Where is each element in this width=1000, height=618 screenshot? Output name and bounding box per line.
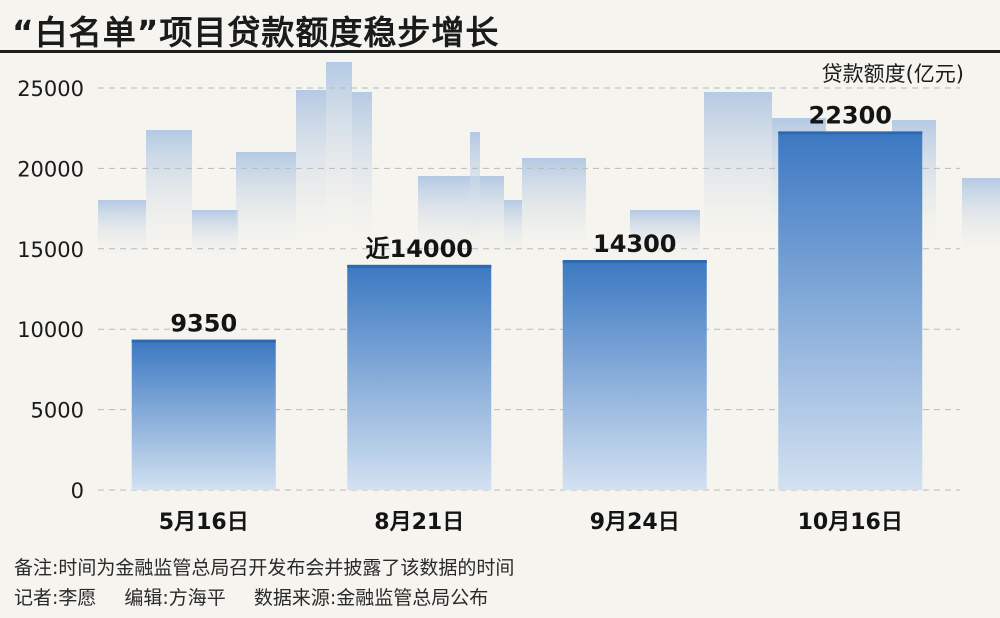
y-tick-label: 15000 bbox=[17, 238, 84, 262]
data-label: 14300 bbox=[593, 230, 677, 258]
y-tick-label: 25000 bbox=[17, 77, 84, 101]
x-tick-label: 8月21日 bbox=[374, 510, 464, 535]
y-axis-unit-label: 贷款额度(亿元) bbox=[821, 62, 964, 86]
y-tick-label: 10000 bbox=[17, 318, 84, 342]
y-tick-label: 0 bbox=[71, 479, 84, 503]
x-axis: 5月16日 8月21日 9月24日 10月16日 bbox=[159, 510, 903, 535]
bar-top-edge bbox=[131, 339, 276, 343]
bars bbox=[131, 131, 923, 490]
bar bbox=[562, 260, 707, 490]
x-tick-label: 9月24日 bbox=[590, 510, 680, 535]
data-labels: 9350 近14000 14300 22300 bbox=[170, 101, 892, 337]
footnote: 备注:时间为金融监管总局召开发布会并披露了该数据的时间 bbox=[14, 557, 515, 579]
chart-title: “白名单”项目贷款额度稳步增长 bbox=[12, 13, 500, 52]
bar bbox=[131, 339, 276, 490]
x-tick-label: 10月16日 bbox=[798, 510, 903, 535]
bar bbox=[347, 264, 492, 490]
bar-top-edge bbox=[562, 260, 707, 264]
source-credit: 数据来源:金融监管总局公布 bbox=[253, 587, 489, 609]
title-underline bbox=[0, 50, 1000, 53]
bar-top-edge bbox=[778, 131, 923, 135]
bar bbox=[778, 131, 923, 490]
y-tick-label: 20000 bbox=[17, 157, 84, 181]
data-label: 22300 bbox=[809, 101, 893, 129]
data-label: 近14000 bbox=[366, 235, 474, 263]
bar-top-edge bbox=[347, 264, 492, 268]
editor-credit: 编辑:方海平 bbox=[124, 587, 226, 609]
data-label: 9350 bbox=[170, 310, 237, 338]
reporter-credit: 记者:李愿 bbox=[14, 587, 97, 609]
credits-line: 记者:李愿 编辑:方海平 数据来源:金融监管总局公布 bbox=[14, 583, 488, 610]
y-axis: 0 5000 10000 15000 20000 25000 bbox=[17, 77, 84, 503]
y-tick-label: 5000 bbox=[31, 399, 84, 423]
x-tick-label: 5月16日 bbox=[159, 510, 249, 535]
